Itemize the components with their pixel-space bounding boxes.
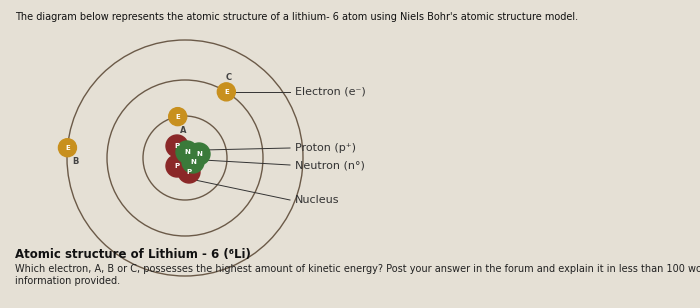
Text: Nucleus: Nucleus: [295, 195, 340, 205]
Circle shape: [166, 135, 188, 157]
Text: N: N: [190, 159, 196, 165]
Circle shape: [58, 139, 76, 157]
Circle shape: [188, 143, 210, 165]
Text: P: P: [174, 163, 180, 169]
Text: N: N: [184, 149, 190, 155]
Text: Atomic structure of Lithium - 6 (⁶Li): Atomic structure of Lithium - 6 (⁶Li): [15, 248, 251, 261]
Circle shape: [176, 141, 198, 163]
Circle shape: [178, 161, 200, 183]
Circle shape: [166, 155, 188, 177]
Text: E: E: [65, 145, 70, 151]
Text: N: N: [196, 151, 202, 157]
Text: Which electron, A, B or C, possesses the highest amount of kinetic energy? Post : Which electron, A, B or C, possesses the…: [15, 264, 700, 274]
Text: Neutron (n°): Neutron (n°): [295, 160, 365, 170]
Text: C: C: [225, 73, 232, 82]
Text: B: B: [72, 157, 78, 166]
Text: E: E: [175, 114, 180, 120]
Text: E: E: [224, 89, 229, 95]
Circle shape: [182, 151, 204, 173]
Circle shape: [217, 83, 235, 101]
Text: P: P: [174, 143, 180, 149]
Text: Proton (p⁺): Proton (p⁺): [295, 143, 356, 153]
Text: A: A: [179, 126, 186, 135]
Text: information provided.: information provided.: [15, 276, 120, 286]
Circle shape: [169, 107, 187, 126]
Text: The diagram below represents the atomic structure of a lithium- 6 atom using Nie: The diagram below represents the atomic …: [15, 12, 578, 22]
Text: P: P: [186, 169, 192, 175]
Text: Electron (e⁻): Electron (e⁻): [295, 87, 365, 97]
